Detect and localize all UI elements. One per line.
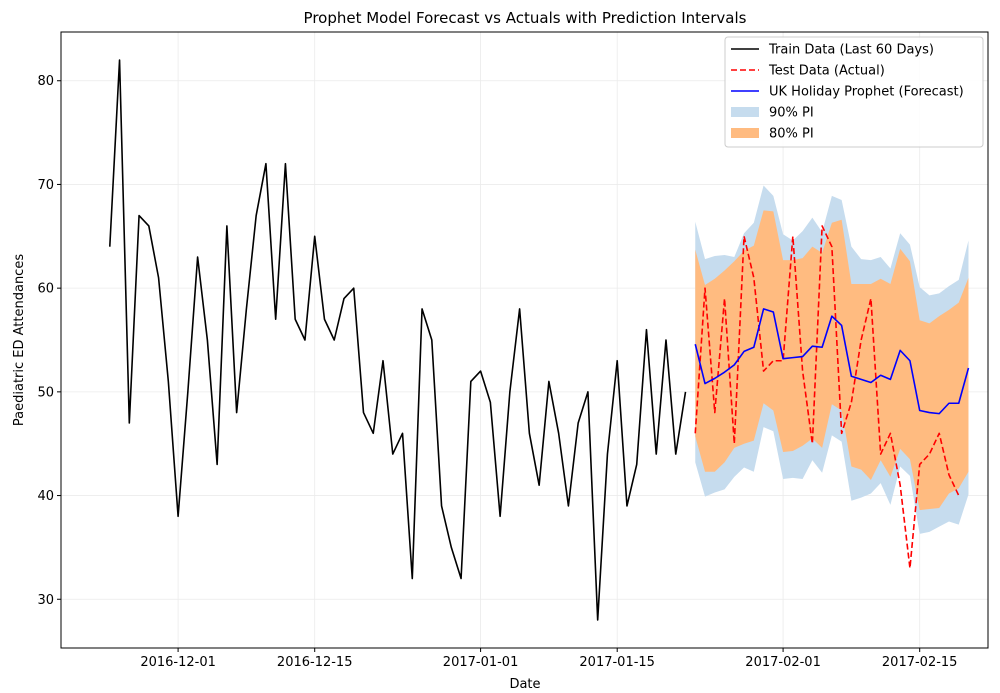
x-tick-label: 2016-12-01 bbox=[140, 655, 216, 670]
y-tick-label: 70 bbox=[37, 178, 54, 193]
series-line-0 bbox=[108, 59, 687, 621]
legend-label: Train Data (Last 60 Days) bbox=[768, 43, 934, 58]
x-tick-label: 2017-01-01 bbox=[443, 655, 519, 670]
x-tick-label: 2017-02-15 bbox=[882, 655, 958, 670]
chart-title: Prophet Model Forecast vs Actuals with P… bbox=[304, 9, 747, 27]
y-tick-label: 30 bbox=[37, 593, 54, 608]
legend-swatch-patch bbox=[731, 107, 759, 117]
x-tick-label: 2017-02-01 bbox=[745, 655, 821, 670]
legend-box bbox=[724, 36, 984, 148]
legend: Train Data (Last 60 Days) Test Data (Actu… bbox=[724, 36, 984, 148]
legend-swatch-patch bbox=[731, 128, 759, 138]
x-tick-label: 2016-12-15 bbox=[277, 655, 353, 670]
plot-area: 30 40 50 60 70 80 2016-12-01 2016-12-15 2017-01-… bbox=[37, 31, 989, 670]
y-tick-label: 80 bbox=[37, 74, 54, 89]
y-tick-label: 40 bbox=[37, 489, 54, 504]
legend-label: Test Data (Actual) bbox=[768, 64, 885, 79]
legend-label: 80% PI bbox=[769, 127, 814, 142]
series-line-2 bbox=[694, 308, 970, 415]
x-tick-label: 2017-01-15 bbox=[579, 655, 655, 670]
interval-band-80pct bbox=[695, 210, 969, 511]
axes-frame bbox=[60, 31, 989, 649]
x-axis-title: Date bbox=[509, 677, 540, 692]
y-tick-label: 50 bbox=[37, 385, 54, 400]
y-axis-title: Paediatric ED Attendances bbox=[12, 254, 27, 426]
legend-label: UK Holiday Prophet (Forecast) bbox=[769, 85, 964, 100]
legend-label: 90% PI bbox=[769, 106, 814, 121]
y-tick-label: 60 bbox=[37, 282, 54, 297]
series-line-1 bbox=[694, 225, 960, 569]
